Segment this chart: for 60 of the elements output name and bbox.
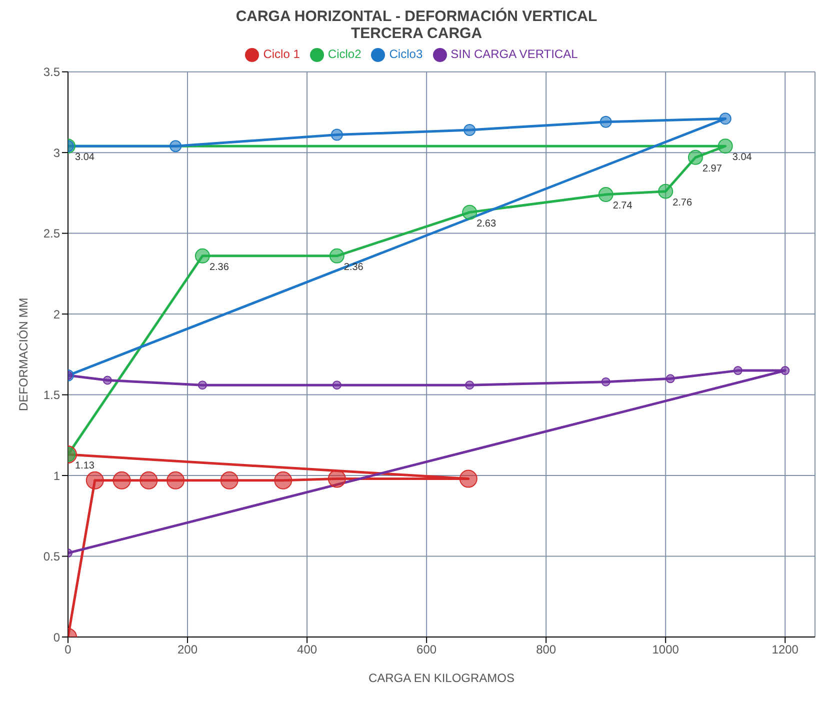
y-tick-label: 2.5	[43, 226, 60, 241]
legend-label: SIN CARGA VERTICAL	[450, 47, 578, 61]
y-tick-label: 0.5	[43, 550, 60, 564]
point	[780, 366, 790, 376]
x-tick-label: 800	[536, 642, 556, 657]
point	[329, 248, 344, 264]
point	[600, 116, 612, 128]
y-axis-title: DEFORMACIÓN MM	[16, 298, 30, 412]
y-tick-label: 3	[53, 146, 60, 160]
data-label: 2.36	[344, 262, 364, 273]
y-tick-label: 3.5	[43, 65, 60, 80]
legend-label: Ciclo 1	[263, 47, 300, 61]
point	[112, 471, 131, 490]
point	[598, 187, 614, 202]
point	[462, 204, 478, 220]
x-tick-label: 600	[416, 642, 437, 657]
data-label: 3.04	[732, 152, 752, 164]
data-label: 2.63	[476, 218, 496, 230]
point	[658, 184, 674, 199]
x-tick-label: 1200	[772, 642, 799, 657]
point	[332, 380, 342, 390]
point	[733, 366, 742, 376]
point	[102, 376, 112, 385]
x-tick-label: 400	[297, 642, 318, 657]
x-tick-label: 200	[178, 642, 198, 657]
legend-label: Ciclo2	[328, 47, 362, 61]
y-tick-label: 2	[53, 307, 60, 322]
point	[465, 380, 474, 390]
point	[170, 140, 182, 152]
x-tick-label: 0	[64, 642, 72, 657]
point	[718, 138, 733, 154]
point	[86, 471, 104, 490]
point	[464, 124, 476, 136]
data-label: 2.36	[209, 262, 230, 273]
point	[328, 470, 346, 488]
point	[666, 374, 675, 384]
point	[198, 380, 207, 390]
point	[688, 150, 703, 165]
data-label: 1.13	[75, 460, 95, 472]
point	[166, 471, 185, 490]
legend-label: Ciclo3	[389, 47, 423, 61]
data-label: 3.04	[75, 152, 95, 164]
point	[719, 112, 732, 125]
point	[220, 471, 238, 490]
point	[274, 471, 292, 490]
data-label: 2.76	[672, 197, 692, 208]
data-label: 2.97	[702, 163, 722, 174]
x-axis-title: CARGA EN KILOGRAMOS	[368, 671, 515, 685]
point	[601, 377, 610, 386]
x-tick-label: 1000	[652, 642, 680, 657]
point	[459, 470, 478, 488]
y-tick-label: 1.5	[43, 388, 60, 402]
chart-title: CARGA HORIZONTAL - DEFORMACIÓN VERTICAL	[234, 8, 598, 25]
y-tick-label: 1	[53, 468, 60, 483]
chart-subtitle: TERCERA CARGA	[350, 25, 484, 42]
point	[140, 471, 158, 490]
data-label: 2.74	[612, 200, 633, 212]
point	[330, 128, 343, 141]
point	[194, 248, 210, 264]
y-tick-label: 0	[53, 630, 60, 644]
